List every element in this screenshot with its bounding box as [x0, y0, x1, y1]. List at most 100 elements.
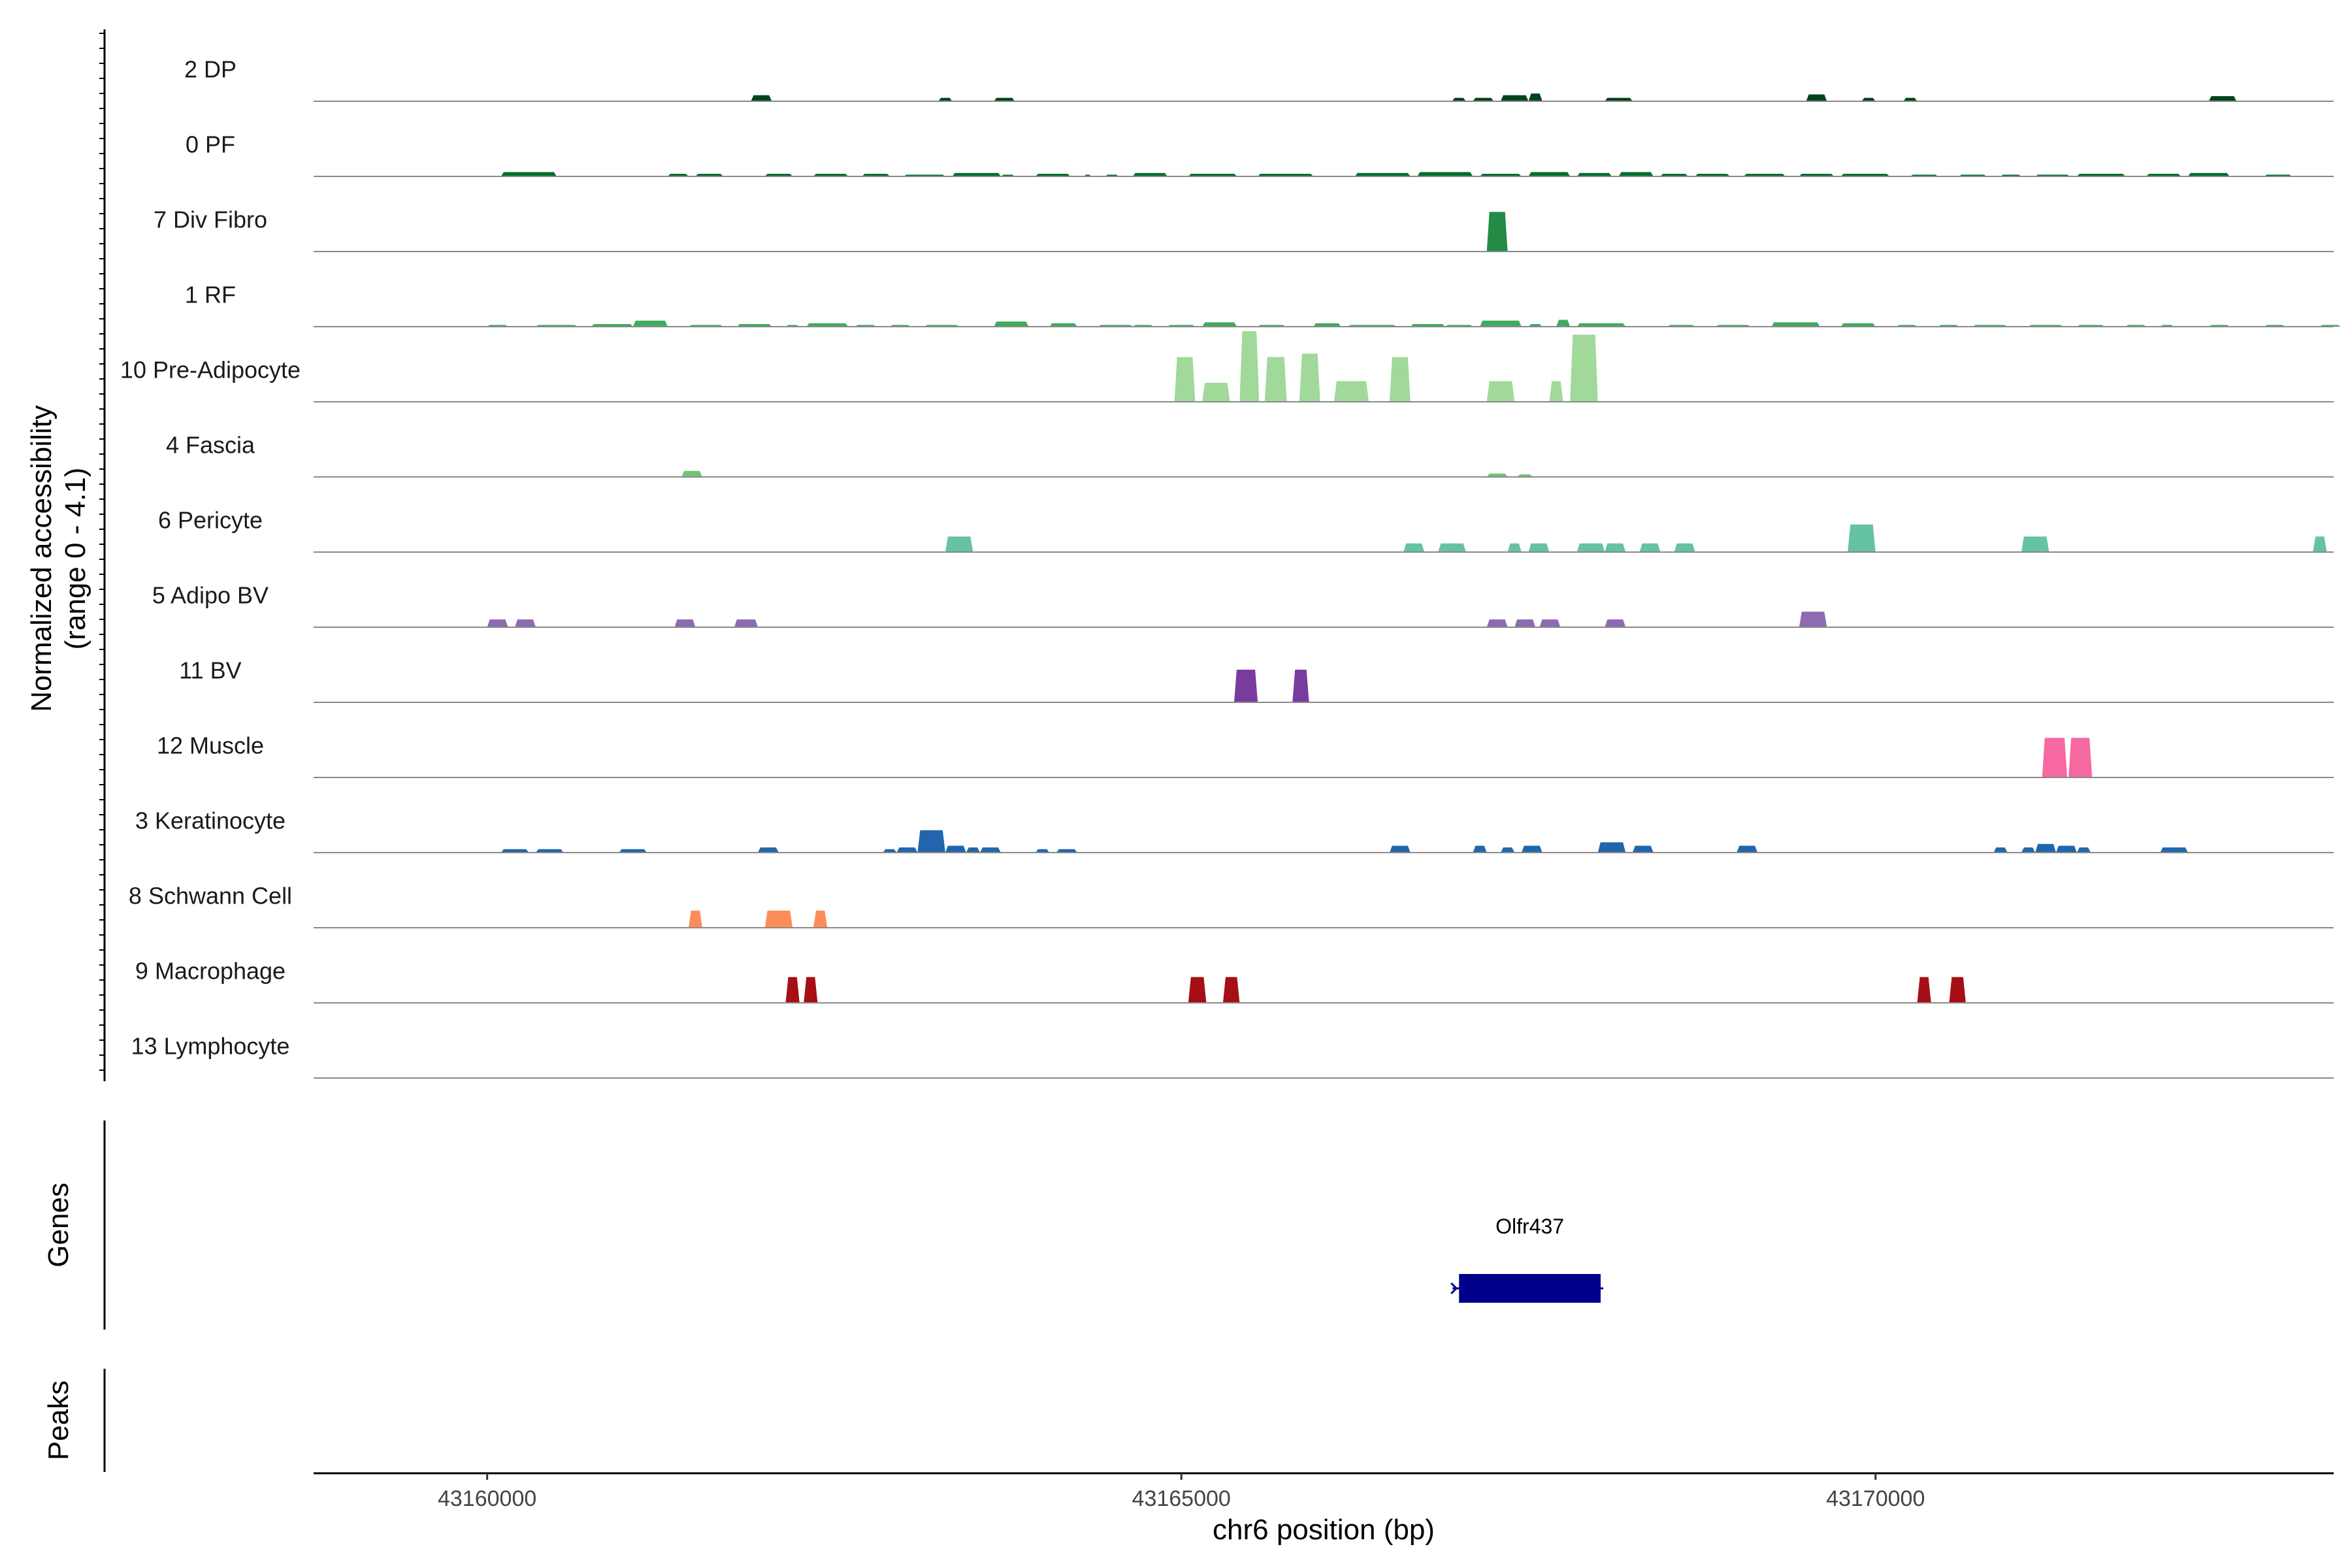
- coverage-peak: [2160, 847, 2188, 853]
- coverage-peak: [1528, 172, 1571, 176]
- track-12: 8 Schwann Cell: [129, 883, 2334, 928]
- track-label: 2 DP: [184, 56, 237, 83]
- coverage-peak: [1570, 335, 1598, 402]
- coverage-peak: [1576, 543, 1605, 552]
- coverage-peak: [1639, 543, 1661, 552]
- coverage-peak: [1486, 619, 1508, 627]
- track-label: 0 PF: [186, 131, 235, 158]
- coverage-peak: [1417, 172, 1473, 176]
- coverage-peak: [1618, 172, 1654, 176]
- coverage-peak: [1632, 845, 1654, 853]
- coverage-peak: [917, 830, 945, 853]
- coverage-peak: [1132, 172, 1168, 176]
- coverage-peak: [536, 849, 564, 853]
- coverage-peak: [1473, 97, 1494, 101]
- coverage-peak: [1292, 670, 1309, 702]
- coverage-peak: [945, 845, 966, 853]
- coverage-peak: [883, 849, 897, 853]
- track-label: 10 Pre-Adipocyte: [120, 357, 301, 384]
- coverage-peak: [1549, 381, 1563, 402]
- coverage-peak: [1389, 357, 1411, 402]
- track-8: 5 Adipo BV: [152, 582, 2334, 628]
- coverage-peak: [952, 172, 1001, 176]
- coverage-peak: [688, 910, 702, 928]
- coverage-peak: [632, 320, 668, 327]
- coverage-peak: [994, 97, 1015, 101]
- track-label: 1 RF: [185, 282, 236, 308]
- coverage-peak: [2187, 172, 2230, 176]
- coverage-peak: [1521, 845, 1543, 853]
- coverage-peak: [2056, 845, 2077, 853]
- coverage-peak: [1480, 320, 1522, 327]
- coverage-peak: [2076, 847, 2091, 853]
- coverage-peak: [500, 849, 529, 853]
- track-label: 6 Pericyte: [158, 507, 263, 534]
- track-label: 9 Macrophage: [135, 958, 286, 985]
- track-label: 7 Div Fibro: [154, 206, 267, 233]
- coverage-peak: [1452, 97, 1466, 101]
- x-tick-label: 43165000: [1132, 1486, 1231, 1511]
- coverage-peak: [1993, 847, 2008, 853]
- track-label: 4 Fascia: [166, 432, 255, 459]
- coverage-peak: [2208, 96, 2237, 101]
- coverage-peak: [1500, 95, 1529, 101]
- coverage-peak: [1576, 323, 1626, 327]
- y-axis-title-line2: (range 0 - 4.1): [59, 468, 91, 650]
- coverage-peak: [1514, 619, 1536, 627]
- coverage-peak: [896, 847, 918, 853]
- coverage-peak: [1036, 849, 1050, 853]
- coverage-peak: [1806, 94, 1827, 101]
- coverage-peak: [1239, 331, 1260, 402]
- coverage-peak: [751, 95, 772, 101]
- x-axis-ticks: 43160000 43165000 43170000: [438, 1473, 1925, 1511]
- gene-exon: [1459, 1274, 1601, 1303]
- coverage-peak: [2042, 738, 2067, 777]
- coverage-peak: [1313, 323, 1341, 327]
- coverage-peak: [1299, 353, 1320, 402]
- coverage-peak: [1202, 322, 1237, 327]
- coverage-peak: [1389, 845, 1411, 853]
- coverage-peak: [1202, 383, 1230, 402]
- coverage-peak: [515, 619, 536, 627]
- coverage-peak: [945, 536, 973, 552]
- coverage-peak: [980, 847, 1001, 853]
- coverage-peak: [1486, 212, 1508, 252]
- coverage-peak: [1354, 172, 1411, 176]
- coverage-peak: [1576, 172, 1612, 176]
- coverage-peak: [1605, 543, 1626, 552]
- coverage-peak: [1188, 977, 1207, 1003]
- coverage-peak: [785, 977, 800, 1003]
- coverage-peak: [1556, 319, 1571, 327]
- coverage-peak: [1861, 97, 1876, 101]
- coverage-peak: [1848, 524, 1876, 552]
- track-6: 4 Fascia: [166, 432, 2334, 478]
- track-11: 3 Keratinocyte: [135, 808, 2334, 853]
- track-9: 11 BV: [179, 657, 2334, 703]
- x-tick-label: 43160000: [438, 1486, 536, 1511]
- coverage-peak: [1222, 977, 1240, 1003]
- coverage-peak: [806, 323, 849, 327]
- coverage-peak: [1605, 97, 1633, 101]
- coverage-peak: [938, 97, 953, 101]
- coverage-peak: [2313, 536, 2327, 552]
- track-label: 13 Lymphocyte: [131, 1033, 290, 1060]
- coverage-peak: [1799, 612, 1827, 627]
- coverage-peak: [1049, 323, 1077, 327]
- x-tick-label: 43170000: [1826, 1486, 1925, 1511]
- coverage-peak: [1500, 847, 1515, 853]
- track-14: 13 Lymphocyte: [131, 1033, 2334, 1079]
- coverage-peak: [2021, 847, 2036, 853]
- track-label: 12 Muscle: [157, 732, 264, 759]
- coverage-peak: [734, 619, 758, 627]
- coverage-peak: [1233, 670, 1258, 702]
- coverage-peak: [758, 847, 779, 853]
- strand-arrow-icon: [1450, 1282, 1458, 1295]
- coverage-peak: [1528, 543, 1550, 552]
- coverage-peak: [1949, 977, 1966, 1003]
- track-2: 0 PF: [186, 131, 2334, 177]
- track-label: 11 BV: [179, 657, 241, 684]
- coverage-peak: [1403, 543, 1425, 552]
- coverage-peak: [1174, 357, 1196, 402]
- coverage-peak: [1605, 619, 1626, 627]
